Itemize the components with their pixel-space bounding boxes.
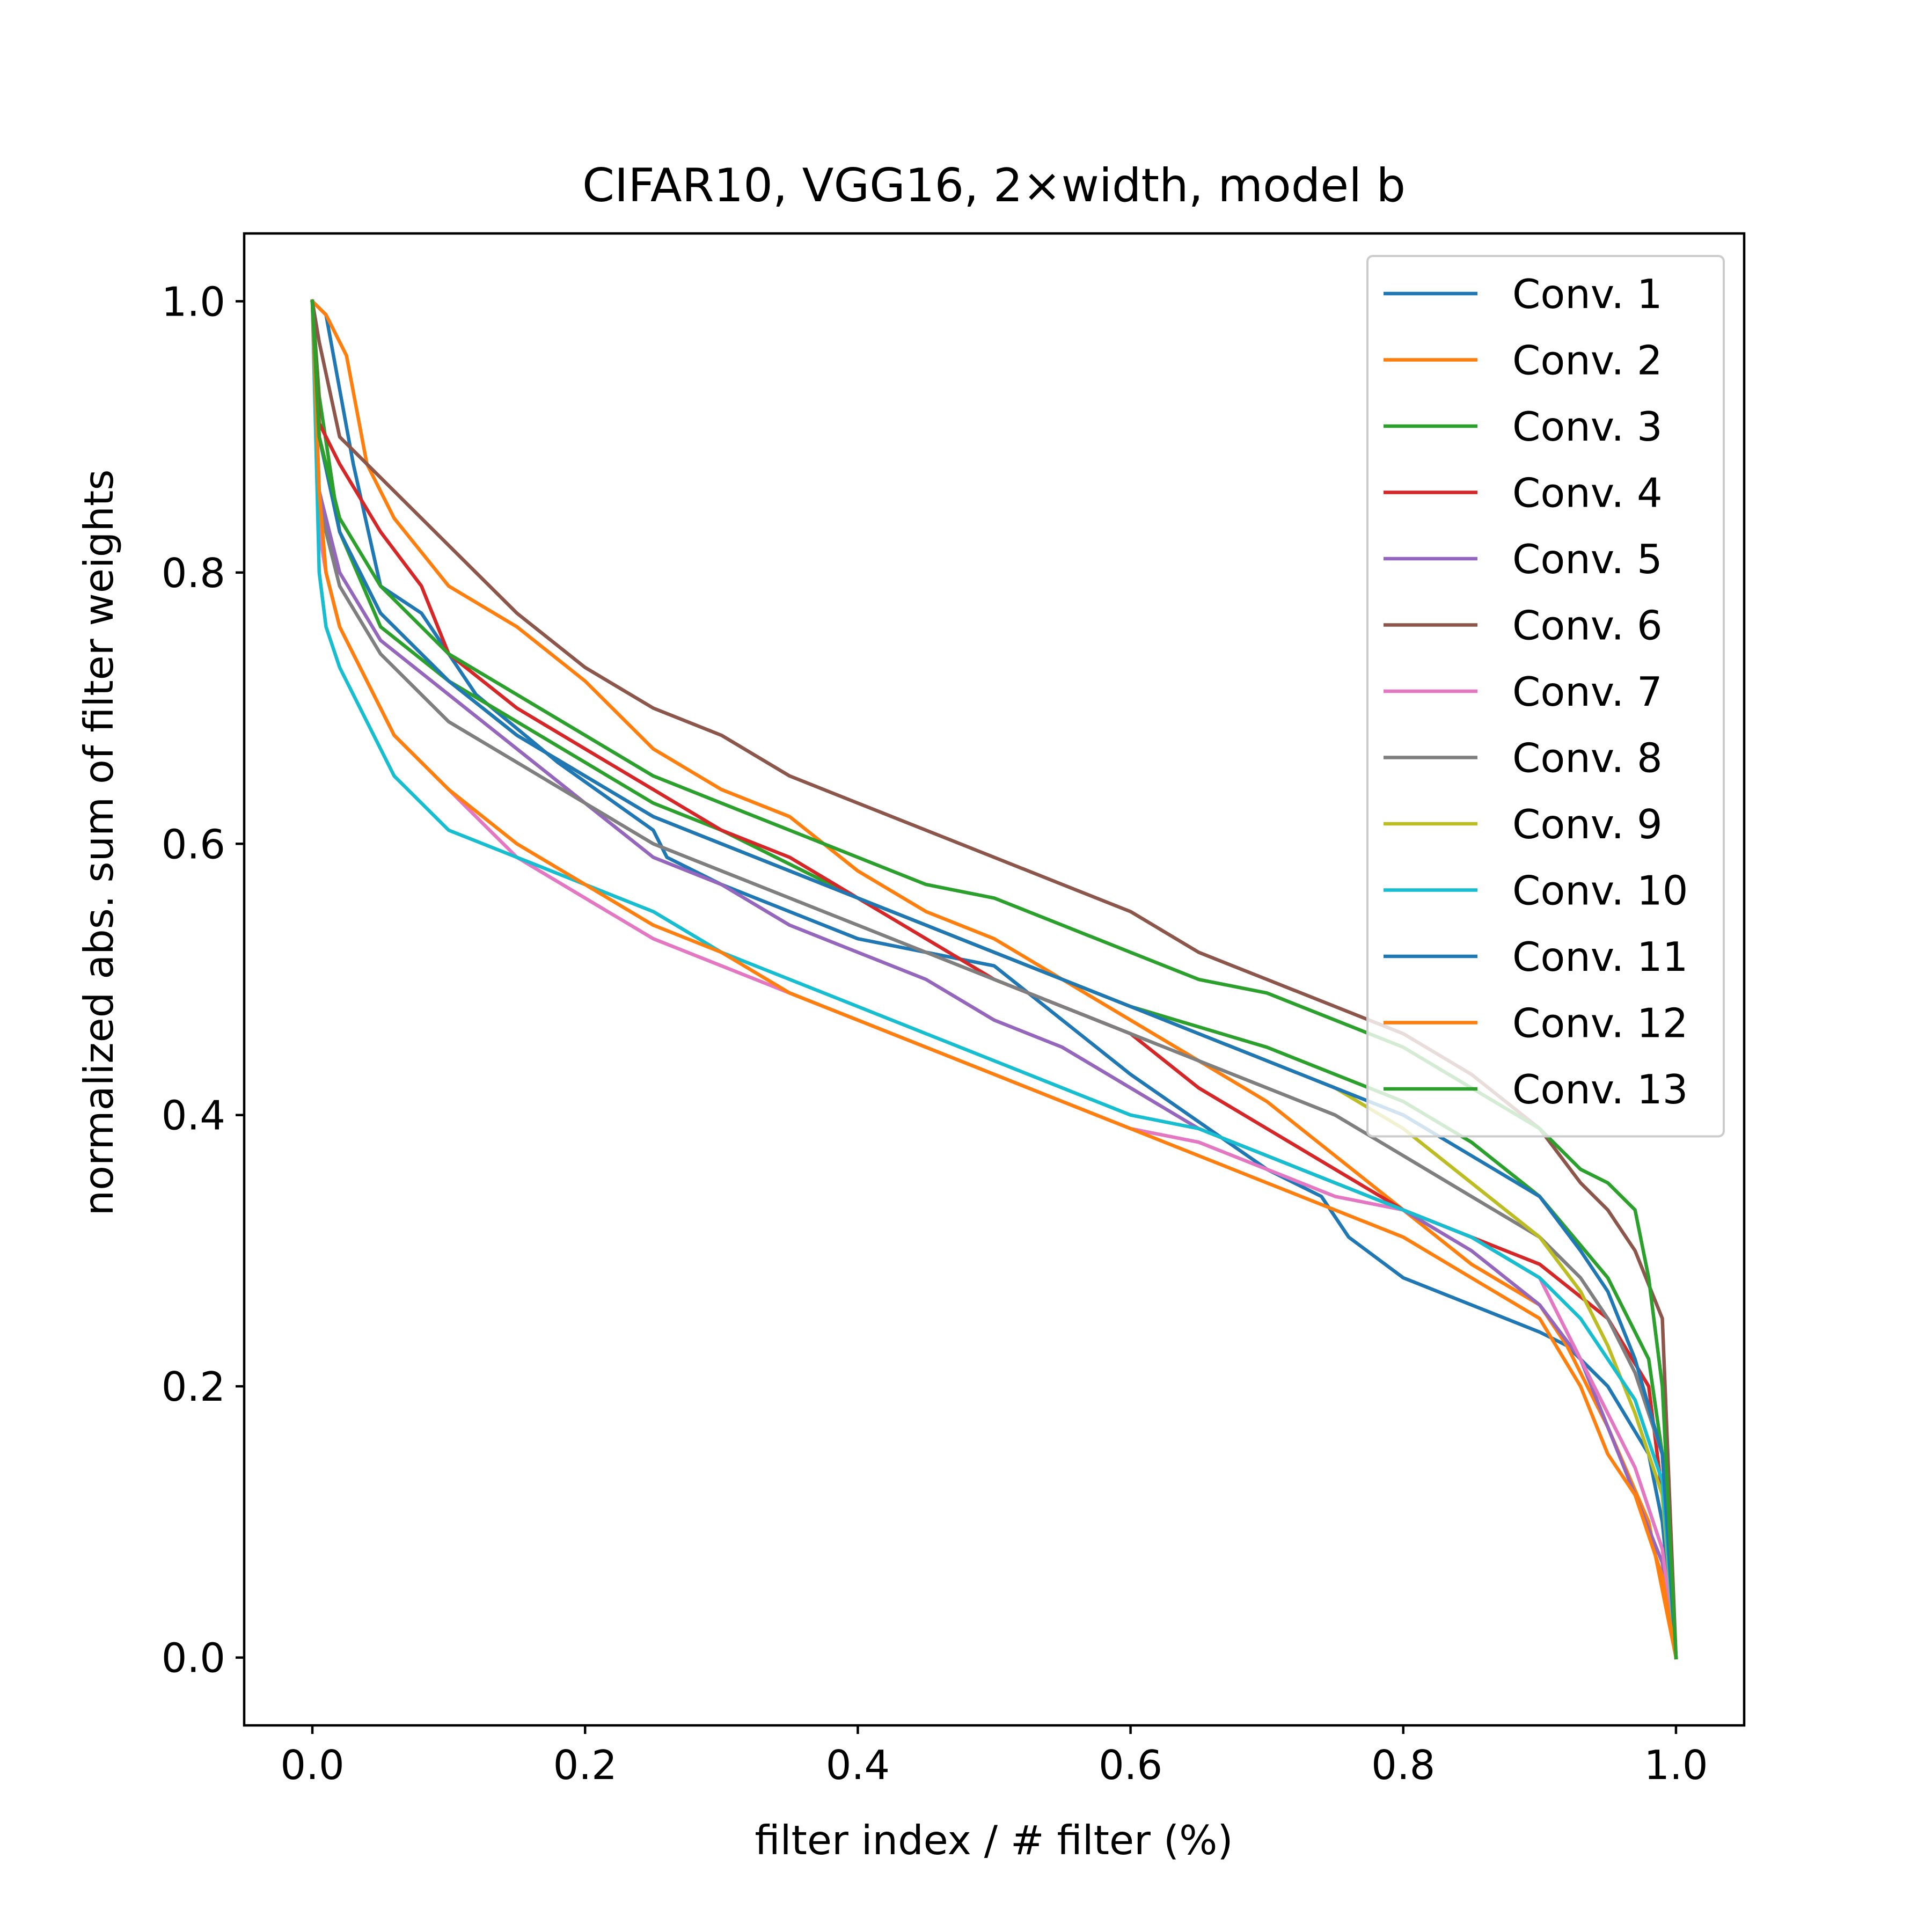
legend-label: Conv. 7 [1512,668,1663,715]
x-axis-label: filter index / # filter (%) [755,1817,1233,1864]
y-axis-label: normalized abs. sum of filter weights [75,470,122,1216]
legend-label: Conv. 8 [1512,735,1663,782]
y-tick-label: 0.4 [162,1092,225,1139]
series-layer [310,298,1678,1660]
legend-label: Conv. 11 [1512,933,1688,980]
legend-label: Conv. 1 [1512,270,1663,318]
legend-label: Conv. 12 [1512,1000,1688,1047]
legend-label: Conv. 13 [1512,1066,1688,1113]
y-tick-label: 0.2 [162,1363,225,1410]
series-line-conv-12 [310,299,1678,1660]
series-line-conv-8 [310,299,1678,1660]
x-tick-label: 0.4 [826,1741,890,1789]
x-tick-label: 1.0 [1644,1741,1708,1789]
series-line-conv-4 [310,299,1678,1660]
x-axis: 0.0 0.2 0.4 0.6 0.8 1.0 [280,1725,1708,1789]
chart-title: CIFAR10, VGG16, 2×width, model b [582,159,1406,213]
y-tick-label: 0.6 [162,821,225,868]
legend-label: Conv. 6 [1512,602,1663,649]
legend-box [1366,255,1725,1138]
plot-frame [243,232,1746,1727]
series-line-conv-10 [310,299,1678,1660]
series-line-conv-11 [310,299,1678,1660]
y-axis: 0.0 0.2 0.4 0.6 0.8 1.0 [162,278,244,1682]
y-tick-label: 1.0 [162,278,225,325]
legend-label: Conv. 3 [1512,403,1663,450]
x-tick-label: 0.2 [553,1741,617,1789]
x-tick-label: 0.8 [1371,1741,1435,1789]
y-tick-label: 0.8 [162,550,225,597]
x-tick-label: 0.0 [280,1741,344,1789]
series-line-conv-5 [310,299,1678,1660]
legend-label: Conv. 10 [1512,867,1688,914]
series-line-conv-2 [310,298,1678,1660]
legend-label: Conv. 5 [1512,536,1663,583]
legend-label: Conv. 9 [1512,801,1663,848]
legend-label: Conv. 4 [1512,470,1663,517]
series-line-conv-13 [310,299,1678,1660]
legend-label: Conv. 2 [1512,337,1663,384]
legend: Conv. 1 Conv. 2 Conv. 3 Conv. 4 Conv. 5 Conv.… [1366,255,1725,1138]
series-line-conv-6 [310,299,1678,1659]
x-tick-label: 0.6 [1099,1741,1162,1789]
y-tick-label: 0.0 [162,1635,225,1682]
